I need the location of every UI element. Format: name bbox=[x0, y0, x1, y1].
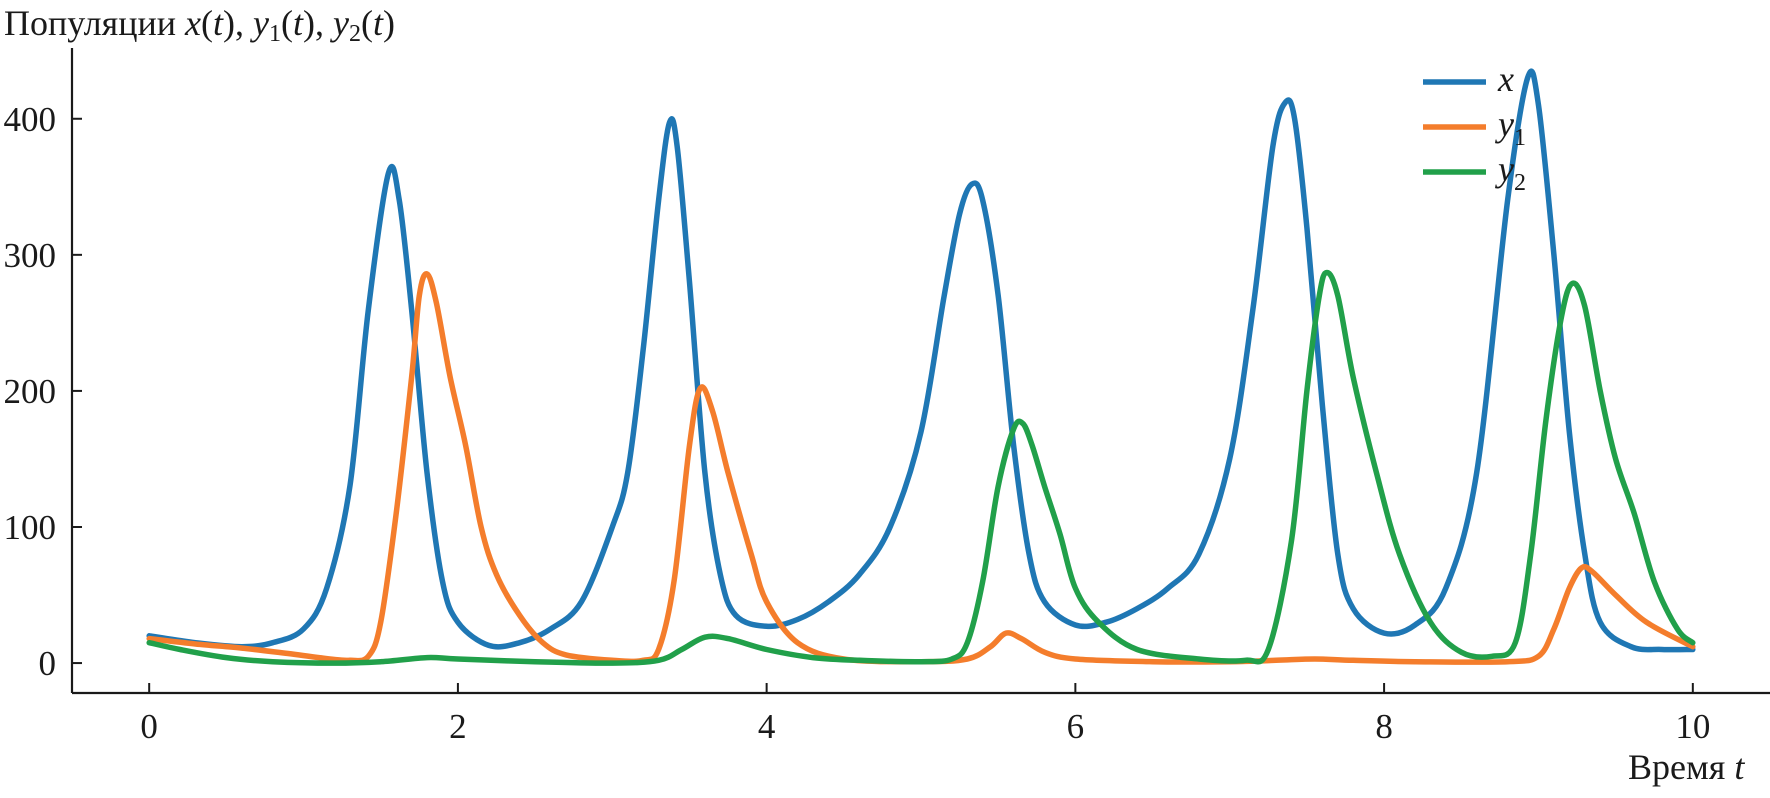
x-tick-label: 0 bbox=[140, 707, 158, 746]
series-line-x bbox=[146, 68, 1696, 653]
x-tick-label: 8 bbox=[1375, 707, 1393, 746]
y-axis-label: Популяции x(t), y1(t), y2(t) bbox=[4, 3, 396, 47]
legend-label-y1: y1 bbox=[1495, 104, 1526, 151]
y-tick-label: 400 bbox=[4, 100, 57, 139]
series-line-y2 bbox=[146, 269, 1696, 666]
x-tick-label: 10 bbox=[1675, 707, 1710, 746]
series-layer bbox=[146, 68, 1696, 666]
y-tick-label: 0 bbox=[39, 644, 57, 683]
y-tick-label: 100 bbox=[4, 508, 57, 547]
series-line-y1 bbox=[146, 271, 1696, 665]
x-tick-label: 2 bbox=[449, 707, 467, 746]
x-tick-label: 4 bbox=[758, 707, 776, 746]
x-tick-label: 6 bbox=[1067, 707, 1085, 746]
y-tick-label: 200 bbox=[4, 372, 57, 411]
x-axis-label: Время t bbox=[1628, 747, 1745, 787]
y-tick-label: 300 bbox=[4, 236, 57, 275]
legend-label-x: x bbox=[1497, 59, 1514, 99]
legend-label-y2: y2 bbox=[1495, 149, 1526, 196]
